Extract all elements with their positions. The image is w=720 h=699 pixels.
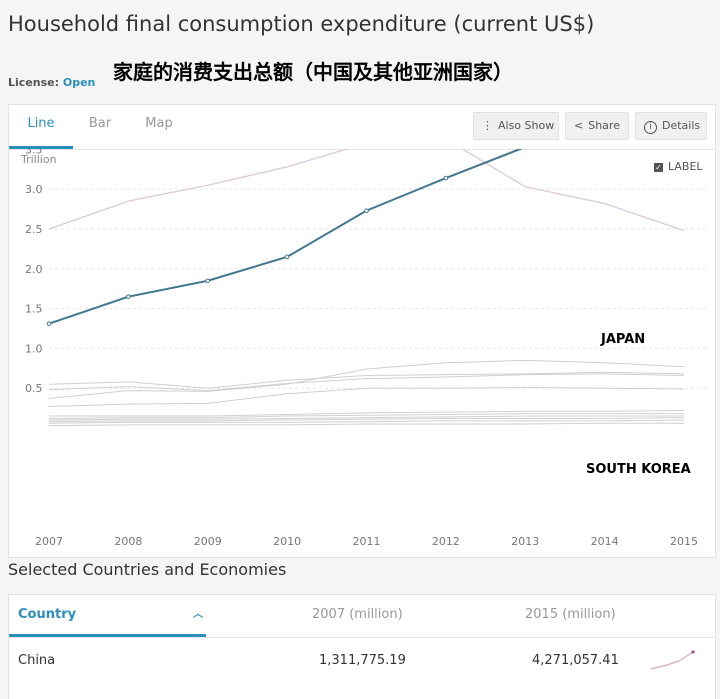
series-6-line [49,409,685,417]
south-korea-line [48,371,685,389]
value-2015-cell: 4,271,057.41 [532,653,619,668]
also-show-button[interactable]: ⋮ Also Show [473,112,559,140]
header-divider [9,637,715,638]
china-point [205,278,211,284]
china-point [364,208,369,213]
share-button[interactable]: < Share [565,112,629,140]
y-tick-label: 2.0 [25,263,43,276]
column-header-country[interactable]: Country ︿ [9,595,206,637]
y-tick-label: 1.5 [25,303,43,316]
page-title: Household final consumption expenditure … [8,12,595,36]
chart-tabs: Line Bar Map ⋮ Also Show < Share i Details [9,105,715,150]
china-point [46,321,52,327]
japan-line [48,149,685,232]
also-show-label: Also Show [498,119,555,132]
sort-up-icon: ︿ [193,609,203,620]
y-tick-label: 2.5 [25,223,43,236]
value-2007-cell: 1,311,775.19 [319,653,406,668]
x-tick-label: 2013 [511,535,539,548]
share-icon: < [574,119,584,132]
x-tick-label: 2011 [353,535,381,548]
license-open-link[interactable]: Open [62,76,96,89]
details-button[interactable]: i Details [635,112,707,140]
series-10-line [48,419,685,424]
chart-panel: Line Bar Map ⋮ Also Show < Share i Details … [8,104,716,558]
checkbox-icon: ✓ [654,162,663,172]
tab-line[interactable]: Line [9,105,73,149]
annotation-south-korea: SOUTH KOREA [586,462,691,477]
x-tick-label: 2010 [273,535,301,548]
info-icon: i [644,121,657,134]
annotation-japan: JAPAN [600,332,645,347]
series-7-line [48,413,684,419]
tab-bar[interactable]: Bar [88,116,112,131]
china-point [126,294,131,299]
column-header-country-label: Country [18,607,77,622]
share-label: Share [588,119,620,132]
more-vertical-icon: ⋮ [482,119,493,132]
x-tick-label: 2014 [591,535,619,548]
column-header-2015[interactable]: 2015 (million) [525,607,616,622]
x-tick-label: 2009 [194,535,222,548]
license-info: License: Open [8,76,95,89]
y-tick-label: 1.0 [25,342,43,355]
series-11-line [48,422,684,427]
line-chart: Trillion0.51.01.52.02.53.03.54.020072008… [20,149,709,548]
x-tick-label: 2015 [670,535,698,548]
china-point [443,175,449,181]
country-cell[interactable]: China [18,653,56,668]
y-tick-label: 3.0 [25,183,43,196]
sparkline [650,650,695,670]
china-line [48,149,523,325]
series-3-line [48,373,685,392]
column-header-2007[interactable]: 2007 (million) [312,607,403,622]
label-toggle[interactable]: ✓ LABEL [654,160,703,173]
china-point [284,254,290,260]
license-label: License: [8,76,59,89]
y-tick-label: 0.5 [25,382,43,395]
x-tick-label: 2008 [114,535,142,548]
x-tick-label: 2012 [432,535,460,548]
overlay-caption: 家庭的消费支出总额（中国及其他亚洲国家） [113,60,513,84]
series-5-line [48,386,685,408]
y-axis-label: Trillion [20,153,57,166]
series-8-line [48,415,684,421]
section-title: Selected Countries and Economies [8,560,287,579]
y-tick-label: 3.5 [25,149,43,156]
tab-map[interactable]: Map [145,116,173,131]
series-4-line [48,359,685,400]
series-9-line [48,417,685,423]
details-label: Details [662,119,701,132]
countries-table: Country ︿ 2007 (million) 2015 (million) … [8,594,716,699]
x-tick-label: 2007 [35,535,63,548]
label-toggle-text: LABEL [668,160,703,173]
